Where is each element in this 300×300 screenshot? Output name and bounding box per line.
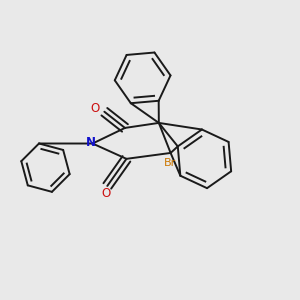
Text: O: O — [101, 187, 110, 200]
Text: Br: Br — [164, 158, 176, 168]
Text: O: O — [90, 102, 100, 115]
Text: N: N — [86, 136, 96, 148]
